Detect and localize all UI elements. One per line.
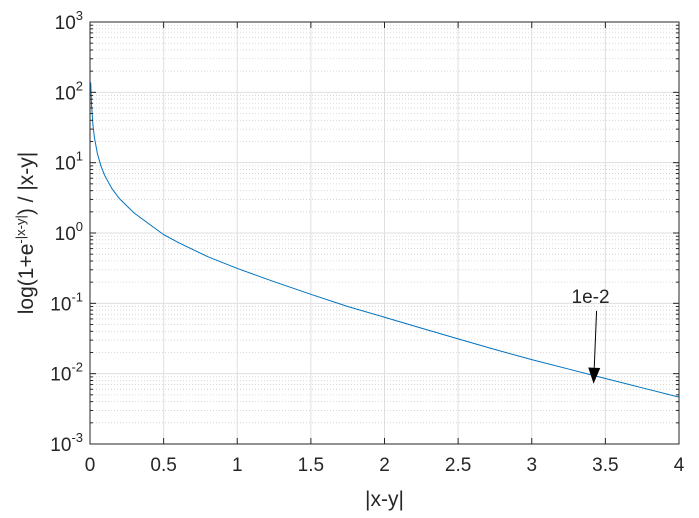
y-tick-label-exponent: 1 [76,149,83,164]
x-tick-label: 2.5 [445,455,471,476]
y-tick-label-exponent: 3 [76,8,83,23]
y-tick-label: 102 [55,78,83,104]
x-tick-label: 1 [232,455,243,476]
x-tick-label: 3 [526,455,537,476]
ticks [89,21,680,445]
y-axis-title-superscript: -|x-y| [13,215,28,243]
annotation-label: 1e-2 [572,287,610,308]
y-tick-label-base: 10 [50,365,71,386]
grid [90,22,679,444]
x-tick-label: 4 [674,455,685,476]
y-tick-label-exponent: 0 [76,219,83,234]
y-tick-label: 10-2 [50,360,83,386]
y-tick-label: 103 [55,8,83,34]
annotation-layer: 1e-2 [572,287,610,384]
y-axis-title: log(1+e-|x-y|) / |x-y| [13,152,38,314]
y-tick-label-exponent: -2 [71,360,83,375]
y-tick-label: 10-3 [50,430,83,456]
annotation-arrow-head [588,367,601,384]
y-tick-label: 101 [55,149,83,175]
tick-labels: 0 0.5 1 1.5 2 2.5 3 3.5 410-310-210-110010110210… [50,8,684,476]
y-axis-title-prefix: log(1+e [15,244,38,315]
x-axis-title: |x-y| [365,488,404,511]
y-tick-label-base: 10 [55,13,76,34]
series-layer [90,82,680,398]
y-tick-label-exponent: -3 [71,430,83,445]
y-tick-label-base: 10 [55,83,76,104]
annotation-arrow-shaft [593,310,598,368]
x-tick-label: 0 [85,455,96,476]
x-tick-label: 3.5 [592,455,618,476]
y-tick-label-base: 10 [50,294,71,315]
y-tick-label-base: 10 [50,435,71,456]
x-tick-label: 2 [379,455,390,476]
x-tick-label: 1.5 [298,455,324,476]
series-line [90,82,680,398]
x-tick-label: 0.5 [150,455,176,476]
y-tick-label-base: 10 [55,154,76,175]
y-tick-label-base: 10 [55,224,76,245]
y-tick-label: 100 [55,219,83,245]
y-tick-label: 10-1 [50,289,83,315]
y-axis-title-suffix: ) / |x-y| [15,152,38,215]
y-tick-label-exponent: 2 [76,78,83,93]
y-tick-label-exponent: -1 [71,289,83,304]
